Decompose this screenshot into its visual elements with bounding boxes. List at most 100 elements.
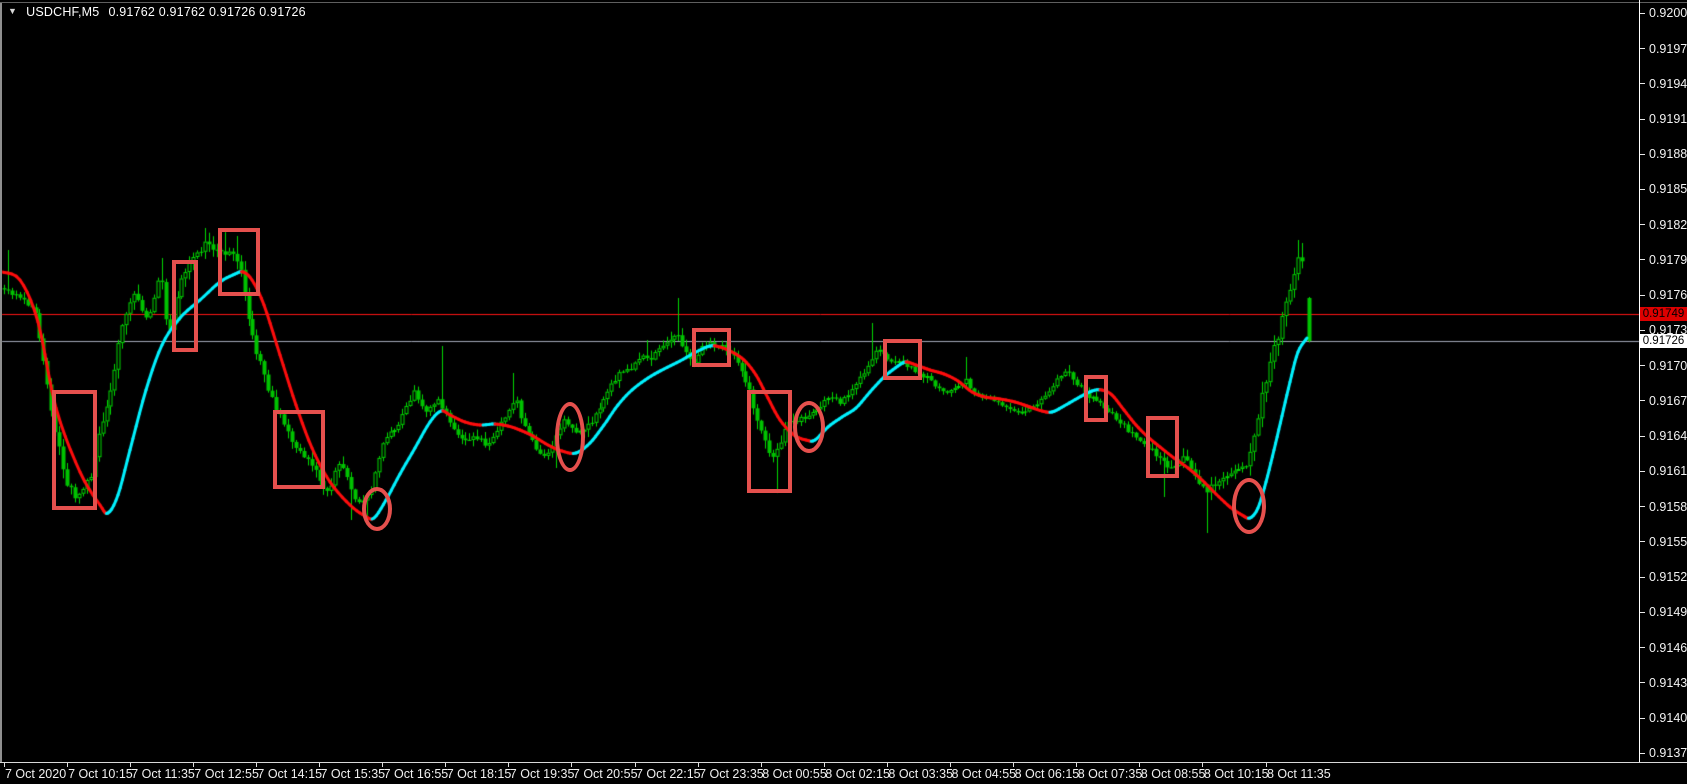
- time-axis-tick: [193, 763, 194, 767]
- time-axis-label: 8 Oct 07:35: [1077, 767, 1143, 781]
- price-axis-tick: [1640, 541, 1645, 542]
- price-axis-tick: [1640, 436, 1645, 437]
- price-axis-tick: [1640, 365, 1645, 366]
- time-axis-label: 7 Oct 18:15: [446, 767, 512, 781]
- price-axis-tick: [1640, 647, 1645, 648]
- time-axis-tick: [571, 763, 572, 767]
- price-axis-tick: [1640, 400, 1645, 401]
- time-axis-tick: [1013, 763, 1014, 767]
- price-axis-label: 0.91705: [1649, 358, 1687, 373]
- price-axis-label: 0.91585: [1649, 499, 1687, 514]
- time-axis-label: 8 Oct 04:55: [951, 767, 1017, 781]
- time-axis-label: 7 Oct 2020: [5, 767, 67, 781]
- price-axis-label: 0.91825: [1649, 217, 1687, 232]
- window-left-border: [0, 3, 2, 762]
- time-axis-tick: [445, 763, 446, 767]
- annotation-ellipse[interactable]: [555, 402, 585, 472]
- time-axis-tick: [1202, 763, 1203, 767]
- price-axis-tick: [1640, 612, 1645, 613]
- price-axis-tick: [1640, 154, 1645, 155]
- annotation-rectangle[interactable]: [692, 328, 731, 367]
- price-axis-tick: [1640, 259, 1645, 260]
- time-axis-tick: [508, 763, 509, 767]
- price-axis-tick: [1640, 83, 1645, 84]
- price-axis-tick: [1640, 577, 1645, 578]
- annotation-rectangle[interactable]: [1084, 375, 1108, 422]
- bid-price-tag: 0.91726: [1640, 334, 1687, 348]
- annotation-rectangle[interactable]: [1146, 416, 1179, 478]
- time-axis-label: 7 Oct 19:35: [509, 767, 575, 781]
- price-axis[interactable]: 0.92005 0.91975 0.91945 0.91915 0.91885 0.918…: [1640, 0, 1687, 762]
- price-axis-label: 0.91945: [1649, 76, 1687, 91]
- price-axis-label: 0.91885: [1649, 147, 1687, 162]
- price-axis-tick: [1640, 295, 1645, 296]
- time-axis-separator: [0, 762, 1687, 763]
- price-axis-tick: [1640, 506, 1645, 507]
- price-axis-tick: [1640, 718, 1645, 719]
- annotation-rectangle[interactable]: [52, 390, 97, 510]
- price-axis-label: 0.91645: [1649, 429, 1687, 444]
- time-axis-tick: [635, 763, 636, 767]
- time-axis-label: 8 Oct 03:35: [888, 767, 954, 781]
- annotation-ellipse[interactable]: [1232, 478, 1266, 534]
- time-axis-label: 7 Oct 12:55: [194, 767, 259, 781]
- price-axis-label: 0.91675: [1649, 393, 1687, 408]
- time-axis-tick: [130, 763, 131, 767]
- symbol-period-label: USDCHF,M5: [26, 5, 100, 19]
- annotation-rectangle[interactable]: [273, 410, 325, 489]
- price-axis-tick: [1640, 471, 1645, 472]
- time-axis-label: 7 Oct 20:55: [572, 767, 638, 781]
- time-axis-tick: [319, 763, 320, 767]
- price-axis-label: 0.91435: [1649, 675, 1687, 690]
- time-axis-label: 8 Oct 11:35: [1267, 767, 1331, 781]
- price-axis-label: 0.91615: [1649, 464, 1687, 479]
- price-axis-tick: [1640, 13, 1645, 14]
- time-axis-label: 8 Oct 00:55: [762, 767, 827, 781]
- time-axis-tick: [256, 763, 257, 767]
- annotation-rectangle[interactable]: [883, 339, 922, 380]
- chevron-down-icon[interactable]: ▼: [8, 6, 18, 16]
- time-axis-tick: [887, 763, 888, 767]
- annotation-rectangle[interactable]: [172, 260, 198, 352]
- price-axis-tick: [1640, 224, 1645, 225]
- time-axis-label: 7 Oct 10:15: [68, 767, 133, 781]
- annotation-rectangle[interactable]: [747, 390, 792, 493]
- price-axis-label: 0.91525: [1649, 570, 1687, 585]
- annotation-ellipse[interactable]: [793, 401, 825, 453]
- time-axis-label: 7 Oct 11:35: [131, 767, 195, 781]
- time-axis-label: 7 Oct 16:55: [383, 767, 449, 781]
- time-axis-label: 8 Oct 02:15: [825, 767, 890, 781]
- price-axis-label: 0.91735: [1649, 323, 1687, 338]
- price-axis-tick: [1640, 753, 1645, 754]
- time-axis-label: 8 Oct 06:15: [1014, 767, 1080, 781]
- time-axis-tick: [1139, 763, 1140, 767]
- time-axis-label: 7 Oct 23:35: [699, 767, 764, 781]
- price-axis-label: 0.91975: [1649, 41, 1687, 56]
- annotation-rectangle[interactable]: [218, 228, 260, 296]
- time-axis-label: 8 Oct 08:55: [1140, 767, 1206, 781]
- time-axis[interactable]: 7 Oct 2020 7 Oct 10:15 7 Oct 11:35 7 Oct 12…: [0, 763, 1687, 784]
- time-axis-tick: [698, 763, 699, 767]
- time-axis-tick: [950, 763, 951, 767]
- time-axis-label: 7 Oct 22:15: [636, 767, 701, 781]
- price-axis-label: 0.91555: [1649, 534, 1687, 549]
- time-axis-tick: [382, 763, 383, 767]
- ohlc-values: 0.91762 0.91762 0.91726 0.91726: [108, 5, 306, 19]
- price-axis-tick: [1640, 330, 1645, 331]
- time-axis-tick: [1266, 763, 1267, 767]
- price-axis-label: 0.91855: [1649, 182, 1687, 197]
- ohlc-readout: ▼ USDCHF,M5 0.91762 0.91762 0.91726 0.91…: [8, 5, 306, 19]
- price-axis-label: 0.91765: [1649, 288, 1687, 303]
- time-axis-tick: [1076, 763, 1077, 767]
- price-axis-label: 0.91375: [1649, 746, 1687, 761]
- price-axis-label: 0.92005: [1649, 6, 1687, 21]
- price-axis-separator[interactable]: [1639, 0, 1640, 762]
- time-axis-tick: [761, 763, 762, 767]
- annotation-ellipse[interactable]: [362, 487, 392, 531]
- time-axis-tick: [824, 763, 825, 767]
- price-axis-label: 0.91465: [1649, 640, 1687, 655]
- annotation-layer: [52, 228, 1266, 534]
- hline-price-tag[interactable]: 0.91749: [1640, 306, 1687, 321]
